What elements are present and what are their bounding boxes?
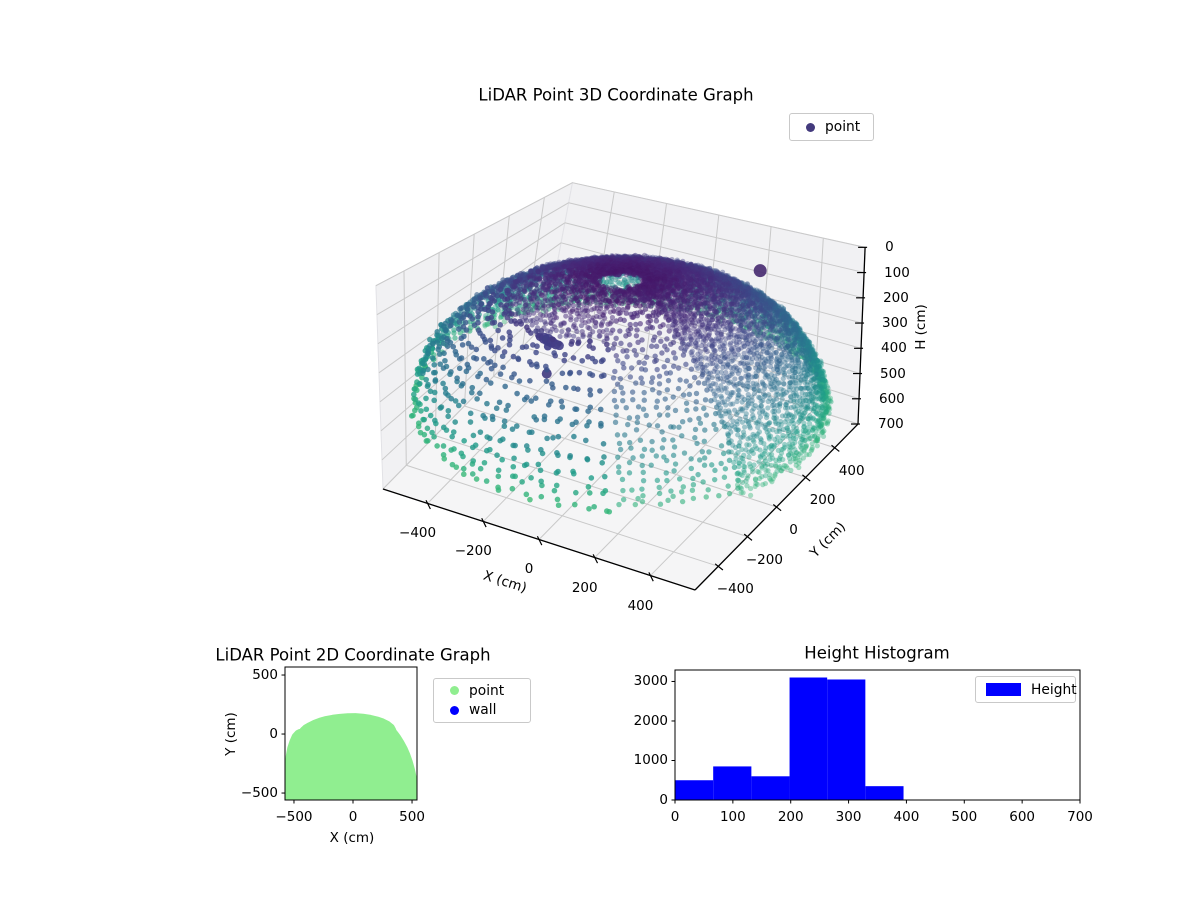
figure: LiDAR Point 3D Coordinate Graph point X …: [0, 0, 1200, 900]
charts-canvas: [0, 0, 1200, 900]
